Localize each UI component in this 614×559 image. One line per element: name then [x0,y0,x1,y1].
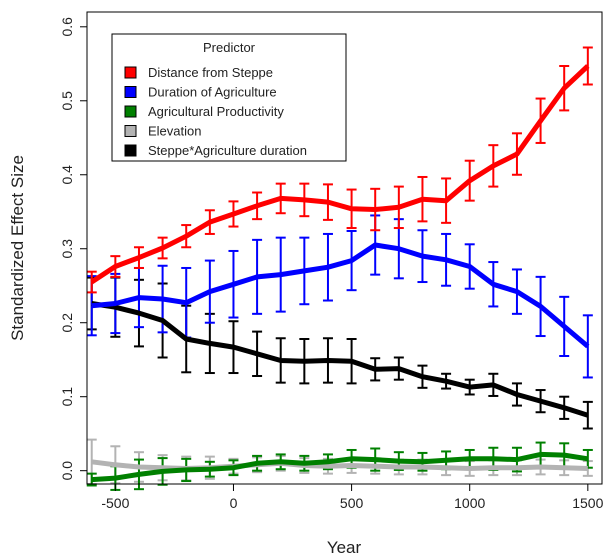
legend-swatch [124,86,137,98]
legend-item-elevation: Elevation [124,124,201,139]
y-tick-label: 0.2 [59,313,75,333]
y-axis: 0.0 0.1 0.2 0.3 0.4 0.5 0.6 [59,17,87,481]
steppe-agriculture-duration-error-bar [582,400,593,430]
legend-label: Distance from Steppe [148,65,273,80]
steppe-agriculture-duration-line [91,301,589,418]
x-axis: -500 0 500 1000 1500 [101,484,604,511]
y-tick-label: 0.1 [59,387,75,407]
y-tick-label: 0.0 [59,461,75,481]
y-tick-label: 0.5 [59,91,75,111]
legend-items: Distance from Steppe Duration of Agricult… [124,65,307,158]
y-tick-label: 0.6 [59,17,75,37]
legend-label: Elevation [148,124,201,139]
x-tick-label: 500 [340,495,364,511]
agricultural-productivity-line [91,451,589,483]
legend-label: Steppe*Agriculture duration [148,143,307,158]
distance-from-steppe-line [90,64,590,285]
legend: Predictor Distance from Steppe Duration o… [111,33,347,162]
x-tick-label: 1000 [454,495,485,511]
legend-label: Agricultural Productivity [148,104,284,119]
distance-from-steppe-error-bar [582,46,593,86]
legend-item-duration-of-agriculture: Duration of Agriculture [124,85,277,100]
legend-swatch [124,144,137,157]
legend-swatch [124,66,137,79]
x-tick-label: 0 [230,495,238,511]
y-tick-label: 0.4 [59,165,75,185]
x-tick-label: -500 [101,495,129,511]
legend-item-distance-from-steppe: Distance from Steppe [124,65,273,80]
duration-of-agriculture-error-bar [582,314,593,379]
legend-swatch [124,105,137,118]
elevation-line [91,459,588,471]
plot-box [86,11,603,485]
legend-swatch [124,125,137,137]
legend-label: Duration of Agriculture [148,85,277,100]
duration-of-agriculture-line [91,242,590,349]
y-axis-label: Standardized Effect Size [8,155,27,341]
legend-item-steppe-agriculture-duration: Steppe*Agriculture duration [124,143,307,158]
x-tick-label: 1500 [572,495,603,511]
legend-item-agricultural-productivity: Agricultural Productivity [124,104,284,119]
legend-title: Predictor [203,40,256,55]
x-axis-label: Year [327,538,362,557]
y-tick-label: 0.3 [59,239,75,259]
series-lines [90,64,590,483]
legend-box [111,33,347,162]
